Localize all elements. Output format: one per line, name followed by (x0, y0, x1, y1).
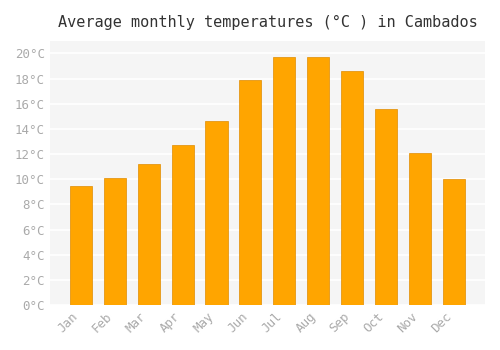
Bar (308, 57, 330, 305)
Bar (104, 178, 126, 305)
Bar (138, 164, 160, 305)
Title: Average monthly temperatures (°C ) in Cambados: Average monthly temperatures (°C ) in Ca… (58, 15, 478, 30)
Bar (342, 71, 363, 305)
Bar (240, 80, 262, 305)
Bar (375, 109, 398, 305)
Bar (206, 121, 228, 305)
Bar (274, 57, 295, 305)
Bar (172, 145, 194, 305)
Bar (409, 153, 432, 305)
Bar (443, 179, 465, 305)
Bar (70, 186, 92, 305)
